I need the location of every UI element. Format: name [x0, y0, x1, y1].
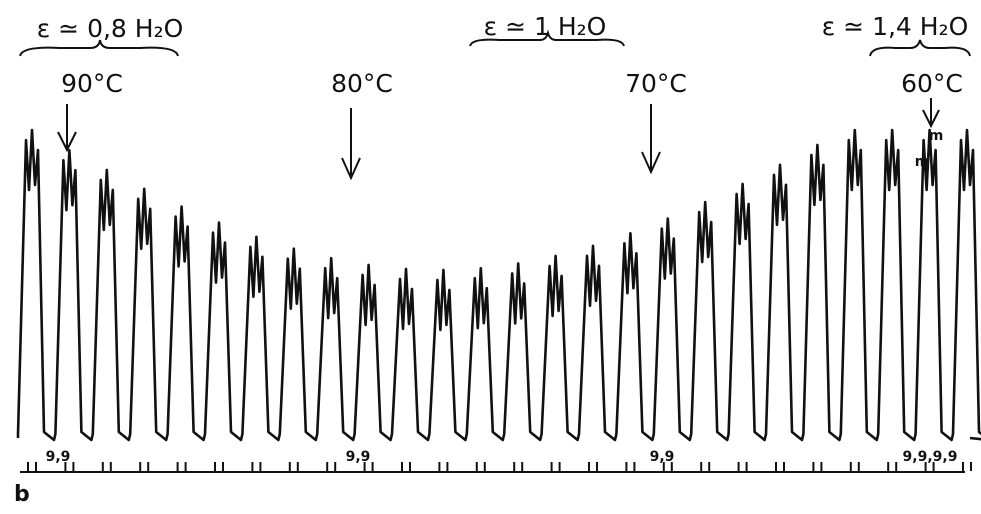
panel-label: b — [14, 482, 30, 507]
annotation: ε ≃ 1,4 H₂O — [822, 12, 969, 41]
arrow — [922, 98, 940, 129]
bottom-label: 9,9,9,9 — [903, 449, 958, 465]
bottom-label: 9,9 — [46, 449, 71, 465]
arrow — [57, 104, 77, 153]
bottom-label: 9,9 — [650, 449, 675, 465]
annotation: ε ≃ 1 H₂O — [484, 12, 607, 41]
temperature-label: 60°C — [901, 69, 963, 98]
trace — [16, 128, 981, 442]
temperature-label: 90°C — [61, 69, 123, 98]
brace — [19, 39, 179, 57]
peak-label: m — [929, 128, 944, 144]
brace — [469, 29, 625, 47]
annotation: ε ≃ 0,8 H₂O — [37, 14, 184, 43]
bottom-label: 9,9 — [346, 449, 371, 465]
arrow — [341, 108, 361, 181]
arrow — [641, 104, 661, 175]
temperature-label: 80°C — [331, 69, 393, 98]
temperature-label: 70°C — [625, 69, 687, 98]
brace — [869, 39, 971, 57]
arrows — [57, 98, 940, 181]
